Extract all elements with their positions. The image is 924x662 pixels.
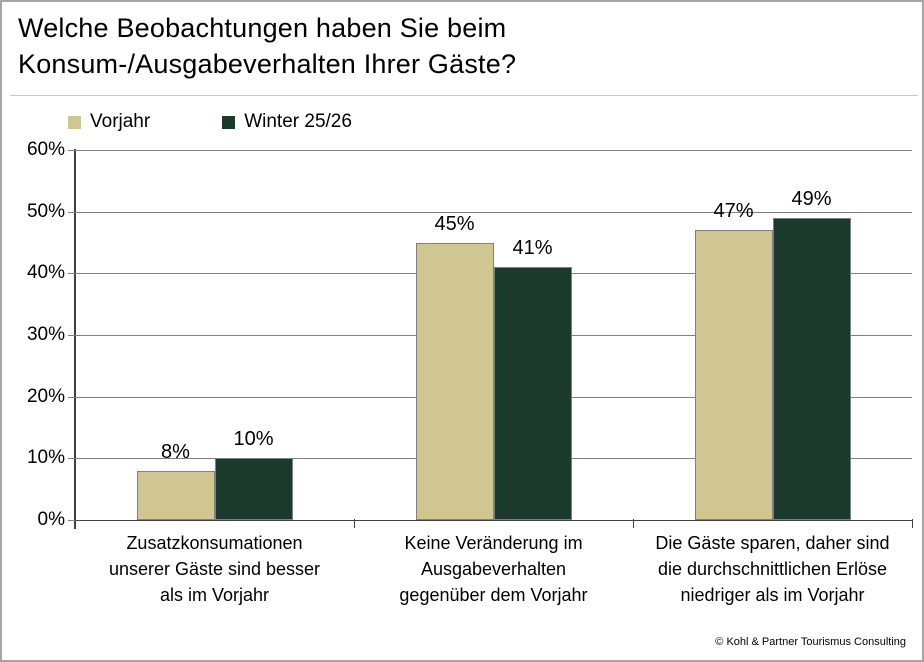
category-label: Keine Veränderung im Ausgabeverhalten gege… <box>354 530 633 608</box>
category-label-line: Die Gäste sparen, daher sind <box>655 533 890 553</box>
y-axis-tick-mark <box>68 458 75 460</box>
legend-swatch-icon <box>222 115 236 129</box>
legend-item[interactable]: Winter 25/26 <box>222 111 352 133</box>
category-label-line: niedriger als im Vorjahr <box>680 585 865 605</box>
bar[interactable] <box>136 470 215 520</box>
gridline <box>75 150 912 151</box>
y-axis-tick-label: 10% <box>26 447 65 469</box>
page-title: Welche Beobachtungen haben Sie beim Kons… <box>18 10 898 90</box>
bar-value-label: 41% <box>512 237 553 260</box>
legend-label: Winter 25/26 <box>244 111 352 132</box>
y-axis-tick-label: 40% <box>26 262 65 284</box>
y-axis-tick-label: 60% <box>26 139 65 160</box>
category-label-line: die durchschnittlichen Erlöse <box>657 559 888 579</box>
y-axis-tick-mark <box>68 520 75 521</box>
category-label-line: als im Vorjahr <box>159 585 270 605</box>
legend-swatch-icon <box>68 115 81 129</box>
category-label-line: Ausgabeverhalten <box>420 559 567 579</box>
copyright-footer: © Kohl & Partner Tourismus Consulting <box>715 636 906 648</box>
bar-value-label: 8% <box>161 440 190 463</box>
legend-label: Vorjahr <box>90 111 151 132</box>
bar-value-label: 45% <box>434 212 475 235</box>
title-line-1: Welche Beobachtungen haben Sie beim <box>18 13 507 43</box>
y-axis-tick-label: 20% <box>26 385 65 407</box>
bar[interactable] <box>772 217 851 520</box>
x-axis-category-labels: Zusatzkonsumationen unserer Gäste sind be… <box>75 530 912 616</box>
chart-legend: Vorjahr Winter 25/26 <box>68 110 424 134</box>
bar[interactable] <box>493 267 572 520</box>
category-separator <box>633 519 634 528</box>
legend-item[interactable]: Vorjahr <box>68 111 150 133</box>
plot-area: 60% 50% 40% 30% 20% 10% 0% 8% 10% 45% 41% 47% 49% <box>27 139 913 530</box>
category-label-line: unserer Gäste sind besser <box>108 559 321 579</box>
bar-value-label: 49% <box>791 187 832 210</box>
bar[interactable] <box>214 458 293 520</box>
category-label: Die Gäste sparen, daher sind die durchsch… <box>633 530 912 608</box>
category-label-line: gegenüber dem Vorjahr <box>399 585 588 605</box>
category-separator <box>75 519 76 528</box>
bar-value-label: 47% <box>713 200 754 223</box>
category-label: Zusatzkonsumationen unserer Gäste sind be… <box>75 530 354 608</box>
gridline <box>75 211 912 213</box>
bar[interactable] <box>694 230 773 520</box>
bar[interactable] <box>415 242 494 520</box>
y-axis-tick-label: 50% <box>26 200 65 222</box>
bar-value-label: 10% <box>233 428 274 451</box>
category-separator <box>354 519 355 528</box>
y-axis-tick-mark <box>68 150 75 151</box>
y-axis-tick-label: 0% <box>37 509 65 530</box>
category-label-line: Keine Veränderung im <box>404 533 583 553</box>
category-separator <box>912 519 913 528</box>
y-axis-tick-mark <box>68 211 75 213</box>
y-axis-tick-mark <box>68 273 75 275</box>
y-axis-line <box>74 149 76 529</box>
y-axis-tick-mark <box>68 335 75 336</box>
title-line-2: Konsum-/Ausgabeverhalten Ihrer Gäste? <box>18 49 517 79</box>
y-axis-tick-label: 30% <box>26 324 65 345</box>
title-divider <box>10 95 918 96</box>
y-axis-tick-mark <box>68 396 75 398</box>
gridline <box>75 520 912 521</box>
y-axis-tick-labels: 60% 50% 40% 30% 20% 10% 0% <box>2 139 65 530</box>
category-label-line: Zusatzkonsumationen <box>126 533 303 553</box>
